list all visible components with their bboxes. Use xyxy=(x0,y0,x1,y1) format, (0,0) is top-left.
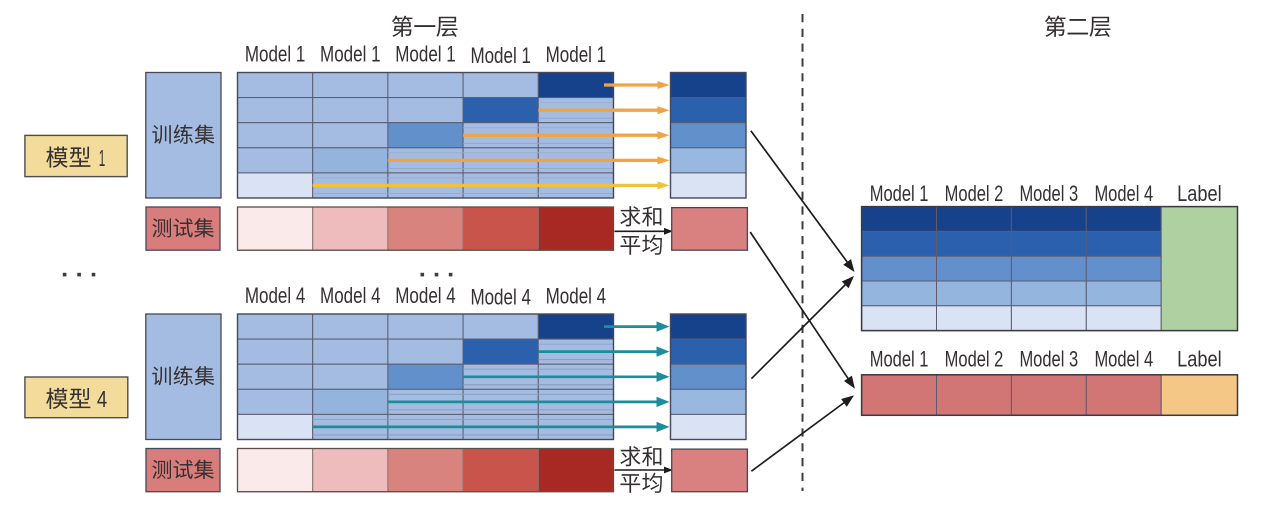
svg-text:Model 1: Model 1 xyxy=(870,181,929,206)
svg-text:Label: Label xyxy=(1177,181,1222,206)
svg-text:Model 1: Model 1 xyxy=(870,346,929,371)
svg-text:Model 3: Model 3 xyxy=(1019,181,1078,206)
svg-text:Label: Label xyxy=(1177,346,1222,371)
svg-text:Model 1: Model 1 xyxy=(320,42,381,67)
svg-text:Model 2: Model 2 xyxy=(945,346,1004,371)
svg-text:Model 2: Model 2 xyxy=(945,181,1004,206)
svg-text:Model 1: Model 1 xyxy=(546,42,607,67)
svg-text:Model 1: Model 1 xyxy=(395,42,456,67)
svg-text:Model 4: Model 4 xyxy=(1094,181,1153,206)
svg-text:Model 4: Model 4 xyxy=(1094,346,1153,371)
svg-text:Model 4: Model 4 xyxy=(245,283,306,308)
svg-text:Model 1: Model 1 xyxy=(470,43,531,68)
svg-text:Model 4: Model 4 xyxy=(320,283,381,308)
svg-text:Model 4: Model 4 xyxy=(470,285,531,310)
svg-text:Model 4: Model 4 xyxy=(546,284,607,309)
svg-text:Model 3: Model 3 xyxy=(1019,346,1078,371)
svg-text:4: 4 xyxy=(97,386,107,412)
svg-text:1: 1 xyxy=(99,145,106,171)
svg-text:Model 1: Model 1 xyxy=(245,42,306,67)
svg-text:Model 4: Model 4 xyxy=(395,283,456,308)
